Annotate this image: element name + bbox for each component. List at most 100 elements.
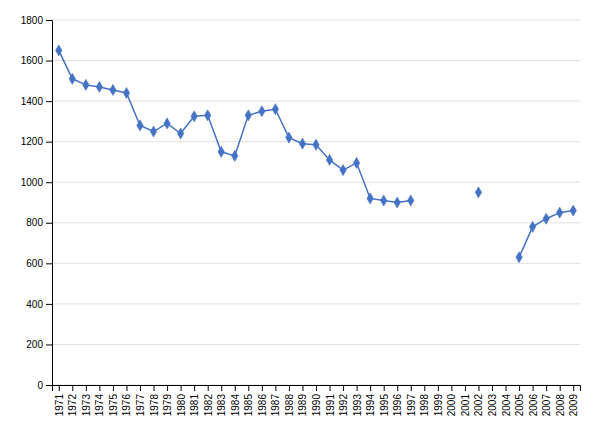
x-tick-mark [492,385,493,391]
x-tick-label: 1975 [108,394,119,417]
x-tick: 1983 [216,385,227,416]
x-tick-label: 1978 [149,394,160,417]
x-tick-label: 1980 [176,394,187,417]
grid-line [52,101,580,102]
x-tick-mark [248,385,249,391]
marker [177,128,183,139]
x-tick-mark [357,385,358,391]
x-tick-mark [235,385,236,391]
marker [367,193,373,204]
x-tick: 1998 [419,385,430,416]
marker [191,111,197,122]
y-tick-label: 400 [26,299,43,310]
x-tick-mark [478,385,479,391]
x-tick-label: 1971 [54,394,65,417]
x-tick-label: 1996 [392,394,403,417]
x-tick-label: 1998 [419,394,430,417]
x-tick-label: 1981 [189,394,200,417]
x-tick-mark [546,385,547,391]
x-tick: 1993 [352,385,363,416]
x-tick: 2005 [514,385,525,416]
y-tick: 1800 [21,15,52,26]
x-tick: 1997 [406,385,417,416]
x-tick-mark [262,385,263,391]
y-tick-label: 1400 [21,96,44,107]
x-tick: 2007 [541,385,552,416]
x-tick: 1984 [230,385,241,416]
x-tick-label: 1983 [216,394,227,417]
x-tick-label: 1994 [365,394,376,417]
y-tick-label: 1800 [21,15,44,26]
y-axis: 020040060080010001200140016001800 [21,15,53,391]
x-tick-label: 1976 [121,394,132,417]
x-tick-mark [330,385,331,391]
x-tick-mark [560,385,561,391]
marker [56,45,62,56]
marker [299,138,305,149]
y-tick: 800 [26,217,52,228]
x-tick: 1973 [81,385,92,416]
x-tick-label: 1986 [257,394,268,417]
marker [394,197,400,208]
y-tick-mark [46,385,52,386]
marker [543,213,549,224]
marker [69,73,75,84]
x-tick-mark [424,385,425,391]
x-tick-mark [181,385,182,391]
x-tick-mark [86,385,87,391]
x-tick: 1980 [176,385,187,416]
y-tick-label: 1000 [21,177,44,188]
marker [272,104,278,115]
x-tick-label: 1972 [67,394,78,417]
x-tick: 1986 [257,385,268,416]
marker [96,81,102,92]
x-tick-label: 1984 [230,394,241,417]
y-tick: 1400 [21,96,52,107]
x-axis: 1971197219731974197519761977197819791980… [53,385,581,416]
marker [556,207,562,218]
y-tick-label: 200 [26,339,43,350]
line [59,50,573,257]
marker [204,110,210,121]
marker [150,126,156,137]
grid-line [52,60,580,61]
y-tick: 600 [26,258,52,269]
marker [110,84,116,95]
y-tick-mark [46,344,52,345]
x-tick-mark [438,385,439,391]
marker [245,110,251,121]
y-tick-label: 600 [26,258,43,269]
x-tick-mark [397,385,398,391]
marker [259,106,265,117]
x-tick-label: 2000 [446,394,457,417]
x-tick-label: 2004 [501,394,512,417]
marker [123,87,129,98]
marker [529,221,535,232]
x-tick-mark [59,385,60,391]
marker [218,146,224,157]
x-tick-label: 1993 [352,394,363,417]
marker [570,205,576,216]
x-tick: 1971 [54,385,65,416]
grid-line [52,344,580,345]
x-tick-label: 1989 [297,394,308,417]
y-tick-mark [46,61,52,62]
x-tick-mark [370,385,371,391]
x-tick: 2003 [487,385,498,416]
x-tick-mark [573,385,574,391]
x-tick: 1972 [67,385,78,416]
y-tick-label: 0 [37,380,43,391]
x-tick: 1988 [284,385,295,416]
grid-line [52,303,580,304]
x-tick-label: 1997 [406,394,417,417]
x-tick-label: 2007 [541,394,552,417]
x-tick-mark [451,385,452,391]
grid-line [52,263,580,264]
y-tick-mark [46,182,52,183]
x-tick: 1995 [379,385,390,416]
marker [137,120,143,131]
x-tick: 1987 [270,385,281,416]
x-tick-mark [99,385,100,391]
marker [340,164,346,175]
x-tick: 1999 [433,385,444,416]
